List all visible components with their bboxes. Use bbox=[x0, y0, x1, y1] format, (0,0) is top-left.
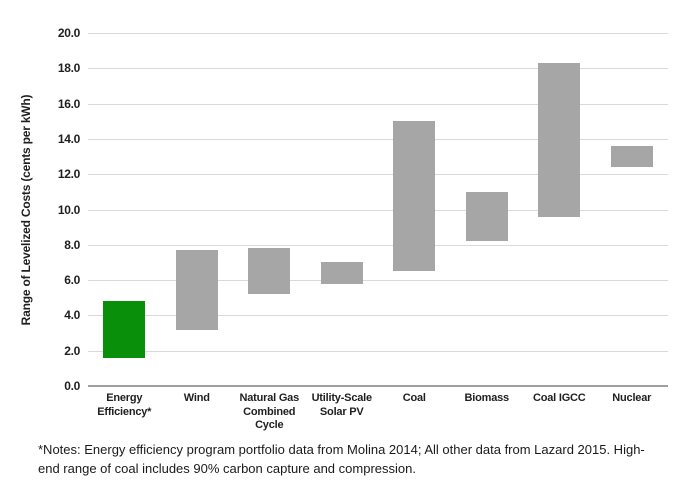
gridline bbox=[88, 68, 668, 70]
range-bar-utility-scale-solar-pv bbox=[320, 262, 363, 284]
y-tick-label: 4.0 bbox=[64, 308, 80, 323]
gridline bbox=[88, 315, 668, 317]
range-bar-energy-efficiency bbox=[103, 301, 146, 358]
gridline bbox=[88, 209, 668, 211]
range-bar-biomass bbox=[465, 191, 508, 242]
x-category-label: Natural Gas Combined Cycle bbox=[239, 392, 300, 431]
gridline bbox=[88, 33, 668, 34]
x-category-label: Nuclear bbox=[612, 392, 652, 404]
range-bar-coal-igcc bbox=[538, 63, 581, 217]
y-tick-label: 6.0 bbox=[64, 273, 80, 288]
y-axis-tick-labels: 0.0 2.0 4.0 6.0 8.0 10.0 12.0 14.0 16.0 18.0 20.0 bbox=[0, 26, 80, 393]
y-tick-label: 10.0 bbox=[57, 202, 80, 217]
range-bar-nuclear bbox=[610, 145, 653, 168]
x-axis-category-labels: Energy Efficiency* Wind Natural Gas Combin… bbox=[88, 392, 668, 433]
y-tick-label: 18.0 bbox=[57, 61, 80, 76]
footnote: *Notes: Energy efficiency program portfo… bbox=[38, 442, 645, 476]
gridline bbox=[88, 350, 668, 352]
gridline bbox=[88, 103, 668, 105]
x-category-label: Energy Efficiency* bbox=[97, 392, 152, 418]
x-category-label: Coal IGCC bbox=[532, 392, 586, 404]
x-axis-baseline bbox=[88, 385, 668, 387]
x-category-label: Coal bbox=[402, 392, 426, 404]
y-tick-label: 8.0 bbox=[64, 237, 80, 252]
gridline bbox=[88, 280, 668, 282]
y-tick-label: 2.0 bbox=[64, 343, 80, 358]
y-tick-label: 14.0 bbox=[57, 131, 80, 146]
x-category-label: Utility-Scale Solar PV bbox=[311, 392, 373, 418]
y-tick-label: 12.0 bbox=[57, 167, 80, 182]
y-tick-label: 0.0 bbox=[64, 379, 80, 393]
gridline bbox=[88, 138, 668, 140]
y-tick-label: 20.0 bbox=[57, 26, 80, 40]
plot-area bbox=[88, 33, 668, 387]
x-category-label: Biomass bbox=[464, 392, 510, 404]
range-bar-coal bbox=[393, 121, 436, 272]
x-category-label: Wind bbox=[183, 392, 210, 404]
gridline bbox=[88, 174, 668, 176]
range-bar-natural-gas-combined-cycle bbox=[248, 248, 291, 295]
range-bar-wind bbox=[175, 250, 218, 330]
gridline bbox=[88, 244, 668, 246]
y-tick-label: 16.0 bbox=[57, 96, 80, 111]
